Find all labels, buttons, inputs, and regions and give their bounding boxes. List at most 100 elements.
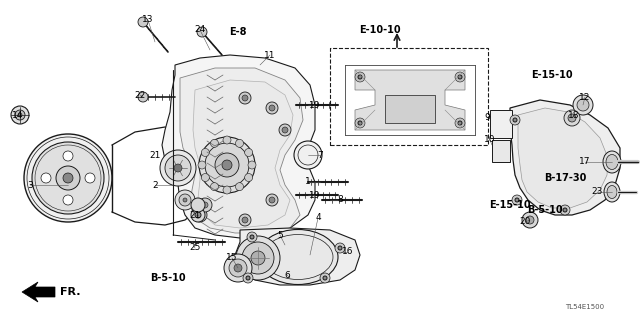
Text: 1: 1 [305, 177, 311, 187]
Circle shape [175, 190, 195, 210]
Circle shape [215, 153, 239, 177]
Circle shape [242, 217, 248, 223]
Ellipse shape [607, 186, 617, 198]
Text: E-8: E-8 [229, 27, 247, 37]
Text: 3: 3 [27, 181, 33, 189]
Circle shape [239, 214, 251, 226]
Circle shape [41, 173, 51, 183]
Text: 25: 25 [189, 243, 201, 253]
Circle shape [198, 161, 206, 169]
Text: B-5-10: B-5-10 [150, 273, 186, 283]
Text: 19: 19 [309, 190, 321, 199]
Text: 23: 23 [591, 188, 603, 197]
Ellipse shape [258, 229, 338, 285]
Circle shape [522, 212, 538, 228]
Circle shape [246, 276, 250, 280]
Circle shape [564, 110, 580, 126]
Circle shape [510, 115, 520, 125]
Text: 18: 18 [568, 110, 580, 120]
Circle shape [250, 235, 254, 239]
Circle shape [355, 72, 365, 82]
Circle shape [202, 202, 208, 208]
Circle shape [191, 208, 205, 222]
Text: 21: 21 [189, 211, 201, 219]
Circle shape [458, 121, 462, 125]
Circle shape [236, 139, 243, 147]
Circle shape [63, 151, 73, 161]
Text: 16: 16 [342, 248, 354, 256]
Circle shape [512, 195, 522, 205]
Circle shape [160, 150, 196, 186]
Text: TL54E1500: TL54E1500 [565, 304, 605, 310]
Text: 8: 8 [337, 196, 343, 204]
Text: 24: 24 [195, 26, 205, 34]
Polygon shape [193, 80, 293, 228]
Text: 22: 22 [134, 91, 146, 100]
Text: B-17-30: B-17-30 [544, 173, 586, 183]
Text: 21: 21 [149, 151, 161, 160]
Circle shape [193, 208, 207, 222]
Circle shape [63, 195, 73, 205]
Circle shape [205, 143, 249, 187]
Circle shape [320, 273, 330, 283]
Circle shape [563, 208, 567, 212]
Bar [492, 140, 510, 162]
Circle shape [242, 95, 248, 101]
Ellipse shape [603, 151, 621, 173]
Circle shape [513, 118, 517, 122]
Circle shape [323, 276, 327, 280]
Circle shape [18, 113, 22, 117]
Circle shape [211, 183, 218, 191]
Circle shape [32, 142, 104, 214]
Circle shape [11, 106, 29, 124]
Text: 6: 6 [284, 271, 290, 279]
Circle shape [282, 127, 288, 133]
Circle shape [138, 92, 148, 102]
Circle shape [223, 136, 231, 144]
Text: 4: 4 [315, 213, 321, 222]
Polygon shape [355, 70, 465, 130]
Polygon shape [180, 68, 303, 233]
Text: 13: 13 [142, 16, 154, 25]
Text: E-15-10: E-15-10 [531, 70, 573, 80]
Circle shape [266, 194, 278, 206]
Bar [385, 95, 435, 123]
Bar [330, 48, 488, 145]
Circle shape [234, 264, 242, 272]
Circle shape [269, 197, 275, 203]
Text: B-5-10: B-5-10 [527, 205, 563, 215]
Circle shape [244, 149, 253, 157]
Circle shape [202, 149, 209, 157]
Circle shape [197, 212, 203, 218]
Circle shape [338, 246, 342, 250]
Circle shape [199, 137, 255, 193]
Circle shape [202, 174, 209, 182]
Polygon shape [518, 108, 608, 208]
Circle shape [195, 212, 201, 218]
Text: 9: 9 [484, 114, 490, 122]
Circle shape [515, 198, 519, 202]
Circle shape [244, 174, 253, 182]
Circle shape [560, 205, 570, 215]
Circle shape [236, 236, 280, 280]
Circle shape [455, 118, 465, 128]
Circle shape [335, 243, 345, 253]
Circle shape [224, 254, 252, 282]
Circle shape [85, 173, 95, 183]
Circle shape [211, 139, 218, 147]
Circle shape [573, 95, 593, 115]
Circle shape [63, 173, 73, 183]
Text: 20: 20 [519, 218, 531, 226]
Text: 15: 15 [227, 254, 237, 263]
Text: FR.: FR. [60, 287, 81, 297]
Circle shape [24, 134, 112, 222]
Text: 12: 12 [579, 93, 591, 101]
Bar [490, 110, 512, 138]
Text: 5: 5 [277, 231, 283, 240]
Circle shape [56, 166, 80, 190]
Text: 19: 19 [309, 100, 321, 109]
Circle shape [165, 155, 191, 181]
Circle shape [455, 72, 465, 82]
Circle shape [229, 259, 247, 277]
Text: 14: 14 [12, 110, 24, 120]
